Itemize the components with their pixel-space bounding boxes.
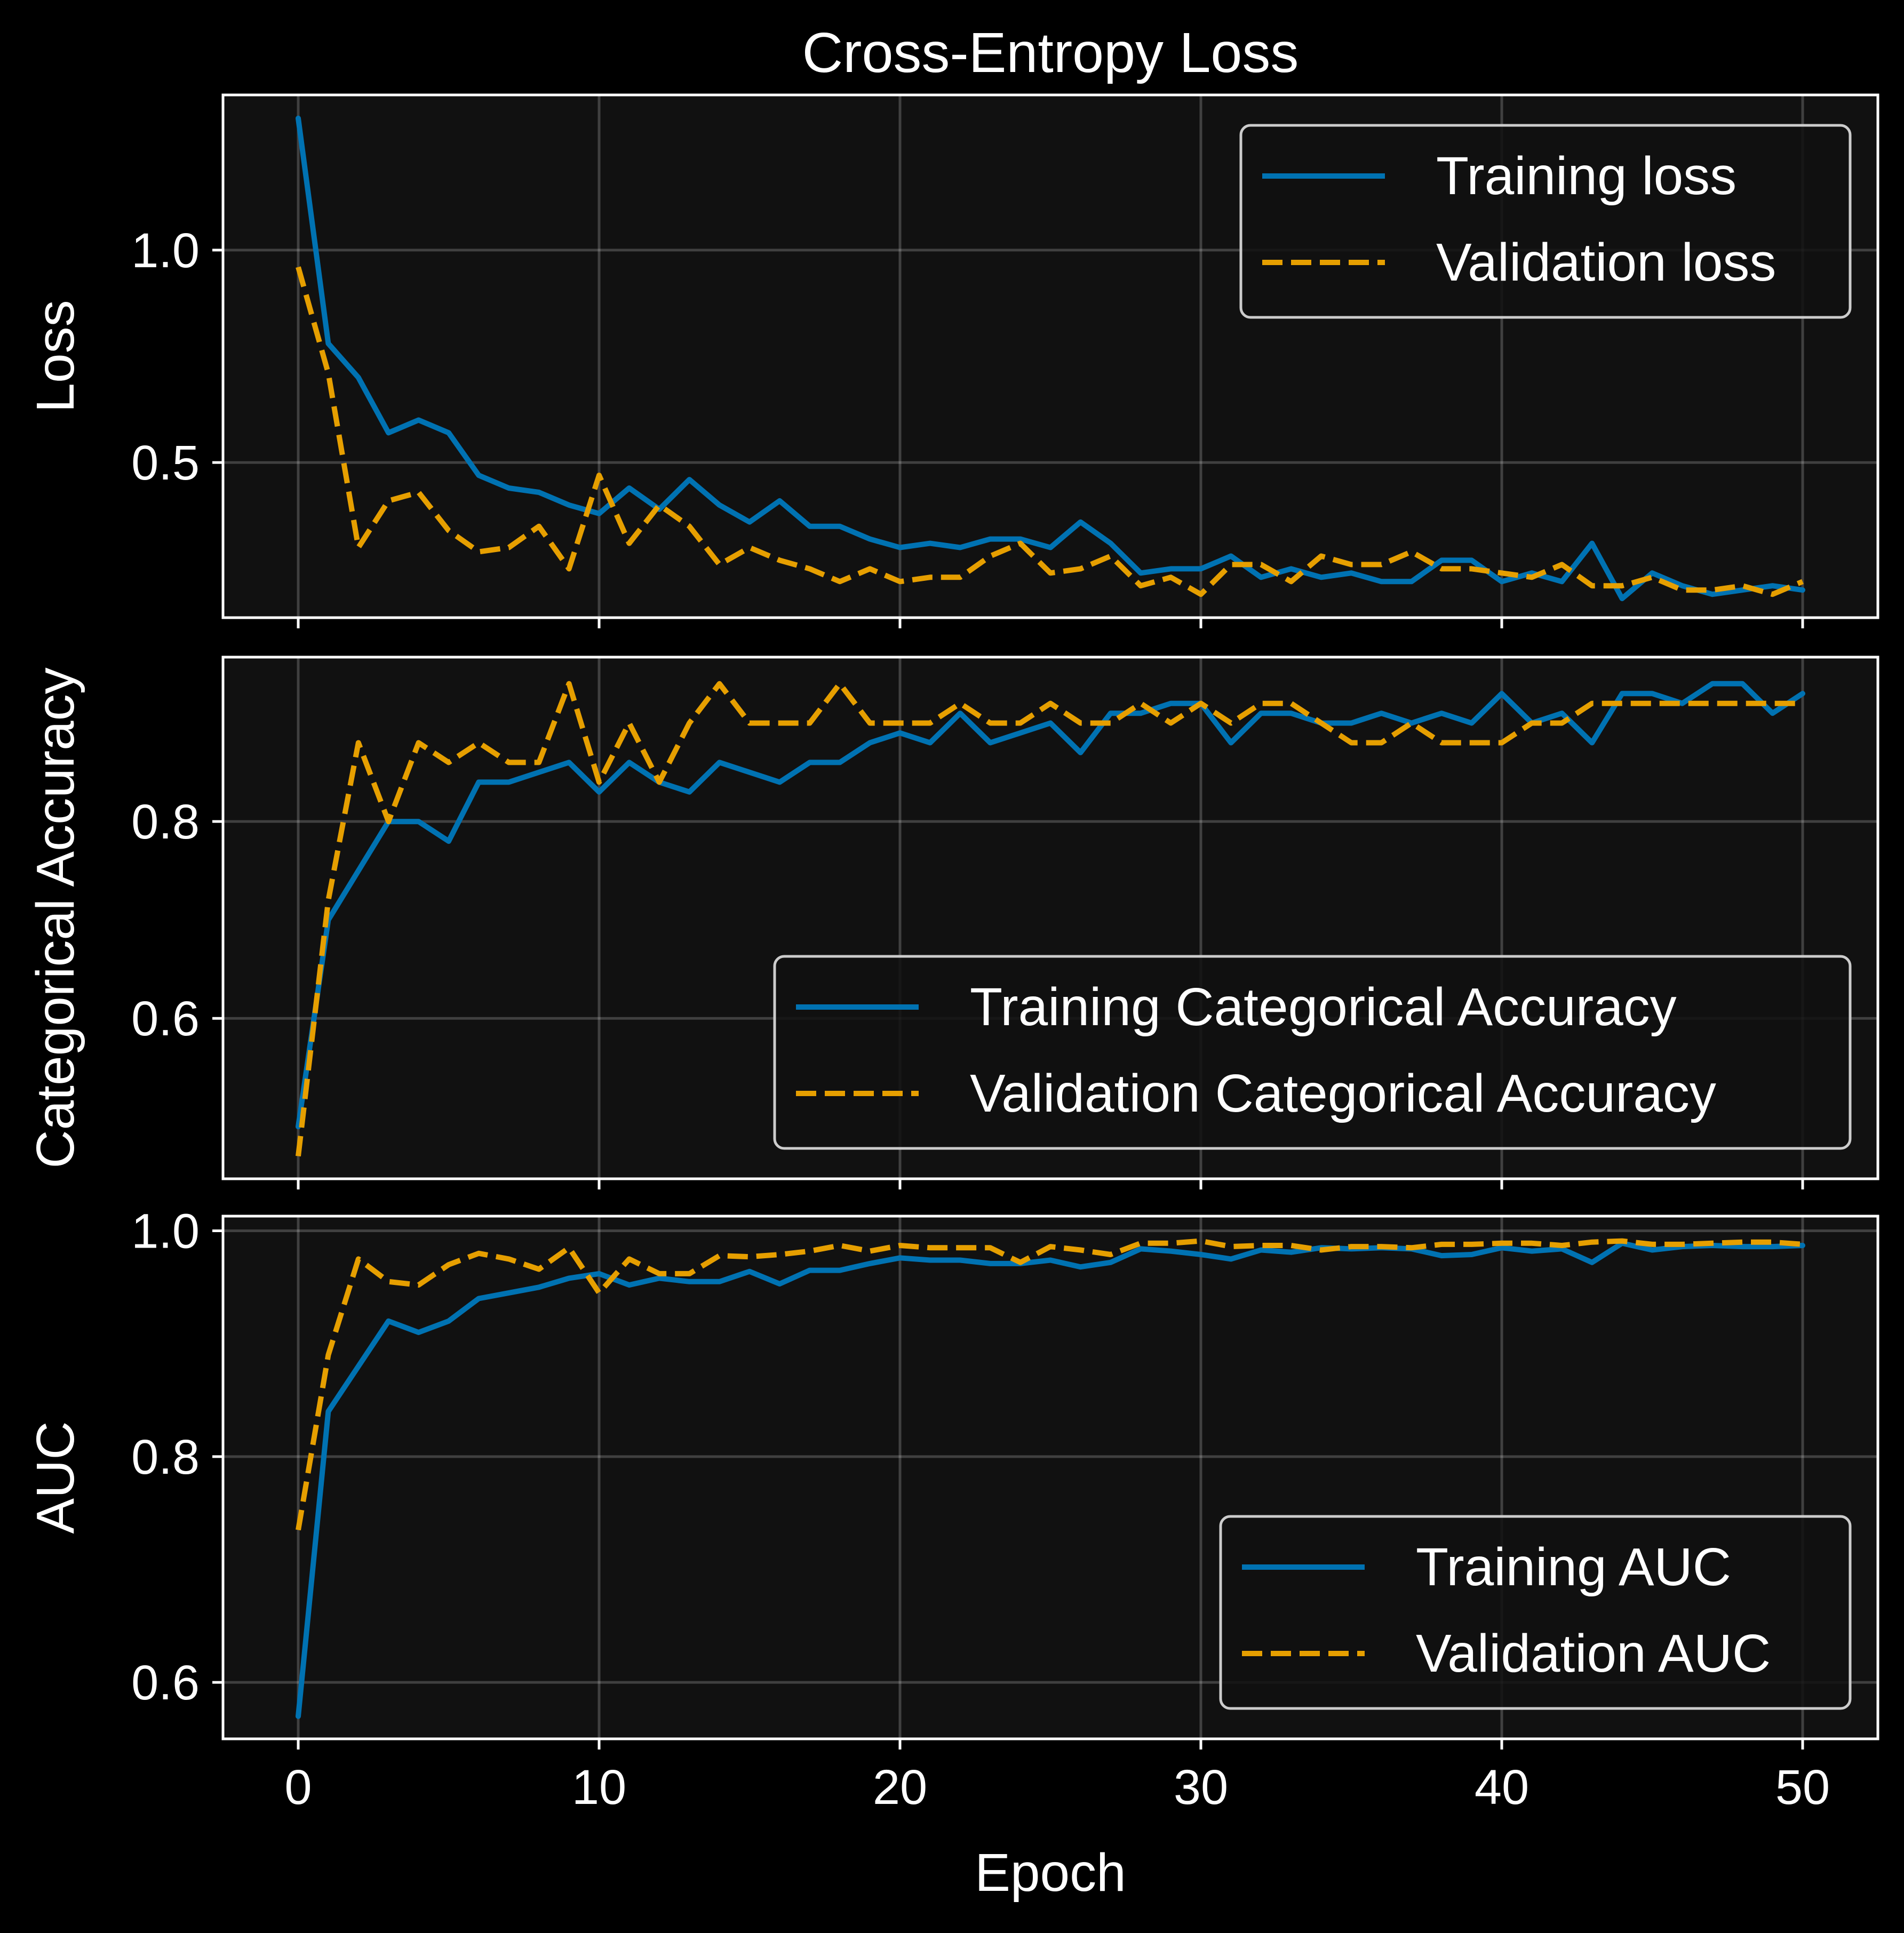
legend-box	[773, 955, 1852, 1150]
panel-3: 0.6 0.8 1.0 0 10 20 30 40 50 AUC Training AUC Valid…	[26, 1204, 1879, 1815]
training-series-line	[296, 681, 1805, 1130]
y-axis-label: Loss	[26, 300, 85, 412]
training-legend-label: Training AUC	[1416, 1537, 1731, 1597]
validation-legend-label: Validation loss	[1436, 233, 1776, 292]
plot-frame	[221, 1215, 1879, 1740]
x-tick-label: 30	[1174, 1760, 1228, 1815]
x-tick-label: 20	[873, 1760, 927, 1815]
legend: Training AUC Validation AUC	[1219, 1515, 1852, 1710]
y-tick-label: 1.0	[131, 223, 200, 278]
validation-legend-label: Validation Categorical Accuracy	[970, 1064, 1716, 1123]
y-tick-label: 0.8	[131, 1430, 200, 1484]
y-tick-label: 0.8	[131, 795, 200, 849]
y-axis-label: AUC	[26, 1421, 85, 1533]
plot-frame	[221, 656, 1879, 1180]
x-tick-label: 0	[284, 1760, 312, 1815]
chart-title: Cross-Entropy Loss	[802, 21, 1299, 84]
validation-series-line	[296, 681, 1803, 1157]
x-tick-label: 40	[1475, 1760, 1529, 1815]
training-series-line	[296, 115, 1805, 602]
y-tick-label: 0.5	[131, 436, 200, 490]
legend: Training loss Validation loss	[1239, 124, 1852, 319]
validation-series-line	[296, 266, 1804, 597]
training-legend-label: Training Categorical Accuracy	[970, 977, 1677, 1037]
training-series-line	[296, 1240, 1805, 1719]
training-legend-label: Training loss	[1436, 146, 1736, 206]
legend-box	[1239, 124, 1852, 319]
x-tick-label: 50	[1775, 1760, 1830, 1815]
x-tick-label: 10	[572, 1760, 626, 1815]
panel-2: 0.6 0.8 Categorical Accuracy Training Categ…	[26, 656, 1879, 1189]
y-tick-label: 0.6	[131, 1656, 200, 1710]
x-axis-label: Epoch	[975, 1843, 1126, 1903]
legend: Training Categorical Accuracy Validation …	[773, 955, 1852, 1150]
y-axis-label: Categorical Accuracy	[26, 667, 85, 1168]
validation-series-line	[296, 1238, 1803, 1531]
plot-frame	[221, 93, 1879, 619]
y-tick-label: 0.6	[131, 992, 200, 1046]
y-tick-label: 1.0	[131, 1204, 200, 1259]
panel-1: 0.5 1.0 Loss Training loss Validation loss	[26, 93, 1879, 628]
legend-box	[1219, 1515, 1852, 1710]
validation-legend-label: Validation AUC	[1416, 1624, 1771, 1683]
